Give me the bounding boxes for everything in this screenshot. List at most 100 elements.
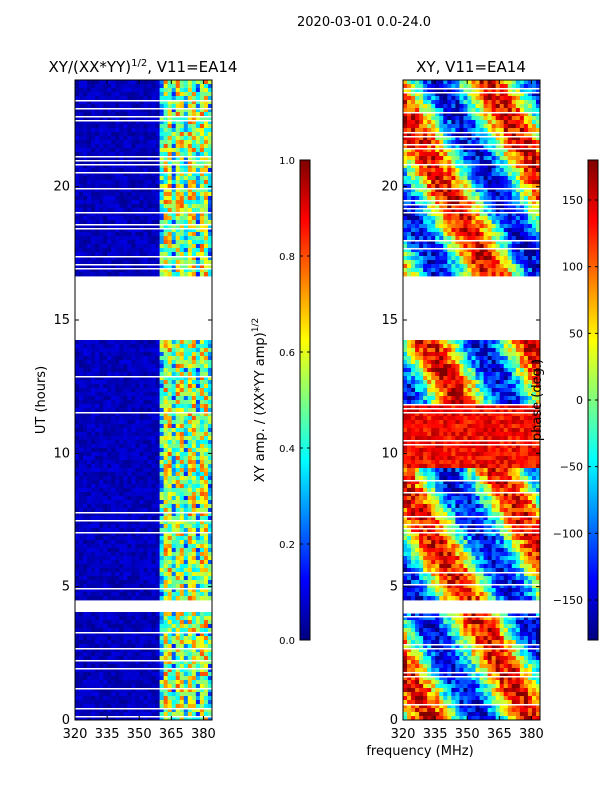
heatmap-cell [199, 616, 205, 621]
heatmap-cell [151, 220, 156, 225]
heatmap-cell [183, 148, 189, 153]
heatmap-cell [151, 260, 156, 265]
heatmap-cell [139, 588, 144, 593]
heatmap-cell [79, 432, 84, 437]
heatmap-cell [187, 424, 193, 429]
heatmap-cell [183, 356, 189, 361]
heatmap-cell [75, 560, 80, 565]
heatmap-cell [95, 576, 100, 581]
heatmap-cell [135, 564, 140, 569]
heatmap-cell [83, 228, 88, 233]
heatmap-cell [139, 640, 144, 645]
heatmap-cell [131, 96, 136, 101]
heatmap-cell [147, 88, 152, 93]
heatmap-cell [111, 620, 116, 625]
heatmap-cell [75, 108, 80, 113]
heatmap-cell [75, 224, 80, 229]
heatmap-cell [203, 484, 209, 489]
heatmap-cell [75, 208, 80, 213]
heatmap-cell [171, 140, 177, 145]
heatmap-cell [175, 156, 181, 161]
heatmap-cell [119, 688, 124, 693]
heatmap-cell [207, 652, 212, 657]
heatmap-cell [191, 508, 197, 513]
heatmap-cell [207, 196, 212, 201]
heatmap-cell [183, 480, 189, 485]
heatmap-cell [179, 508, 185, 513]
heatmap-cell [167, 636, 173, 641]
heatmap-cell [123, 392, 128, 397]
heatmap-cell [203, 660, 209, 665]
heatmap-cell [191, 532, 197, 537]
heatmap-cell [159, 584, 165, 589]
heatmap-cell [135, 160, 140, 165]
heatmap-cell [95, 424, 100, 429]
heatmap-cell [199, 116, 205, 121]
heatmap-cell [95, 272, 100, 277]
heatmap-cell [135, 204, 140, 209]
heatmap-cell [175, 256, 181, 261]
heatmap-cell [107, 268, 112, 273]
heatmap-cell [159, 160, 165, 165]
heatmap-cell [495, 92, 501, 97]
heatmap-cell [119, 664, 124, 669]
heatmap-cell [139, 424, 144, 429]
heatmap-cell [131, 196, 136, 201]
heatmap-cell [107, 404, 112, 409]
heatmap-cell [91, 260, 96, 265]
heatmap-cell [179, 392, 185, 397]
heatmap-cell [127, 572, 132, 577]
heatmap-cell [191, 636, 197, 641]
heatmap-cell [155, 664, 161, 669]
heatmap-cell [87, 356, 92, 361]
heatmap-cell [475, 80, 480, 85]
heatmap-cell [99, 216, 104, 221]
heatmap-cell [151, 508, 156, 513]
heatmap-cell [139, 104, 144, 109]
heatmap-cell [199, 584, 205, 589]
heatmap-cell [87, 92, 92, 97]
heatmap-cell [171, 524, 177, 529]
heatmap-cell [91, 268, 96, 273]
heatmap-cell [195, 504, 201, 509]
heatmap-cell [135, 500, 140, 505]
heatmap-cell [119, 420, 124, 425]
heatmap-cell [127, 712, 132, 717]
heatmap-cell [103, 192, 108, 197]
heatmap-cell [83, 212, 88, 217]
heatmap-cell [203, 232, 209, 237]
heatmap-cell [191, 448, 197, 453]
heatmap-cell [179, 504, 185, 509]
heatmap-cell [163, 596, 169, 601]
heatmap-cell [183, 216, 189, 221]
heatmap-cell [115, 348, 120, 353]
heatmap-cell [87, 404, 92, 409]
heatmap-cell [79, 224, 84, 229]
heatmap-cell [107, 124, 112, 129]
heatmap-cell [183, 128, 189, 133]
heatmap-cell [183, 240, 189, 245]
heatmap-cell [95, 84, 100, 89]
heatmap-cell [203, 252, 209, 257]
heatmap-cell [455, 80, 460, 85]
heatmap-cell [187, 376, 193, 381]
heatmap-cell [183, 80, 189, 85]
heatmap-cell [91, 408, 96, 413]
heatmap-cell [195, 676, 201, 681]
heatmap-cell [447, 92, 452, 97]
heatmap-cell [107, 152, 112, 157]
heatmap-cell [199, 356, 205, 361]
heatmap-cell [191, 576, 197, 581]
heatmap-cell [151, 124, 156, 129]
heatmap-cell [151, 184, 156, 189]
heatmap-cell [179, 636, 185, 641]
heatmap-cell [135, 700, 140, 705]
flagged-row [75, 224, 212, 226]
heatmap-cell [159, 572, 165, 577]
heatmap-cell [143, 476, 148, 481]
heatmap-cell [123, 532, 128, 537]
heatmap-cell [199, 232, 205, 237]
heatmap-cell [115, 352, 120, 357]
heatmap-cell [167, 480, 173, 485]
right-panel-title: XY, V11=EA14 [416, 58, 526, 76]
